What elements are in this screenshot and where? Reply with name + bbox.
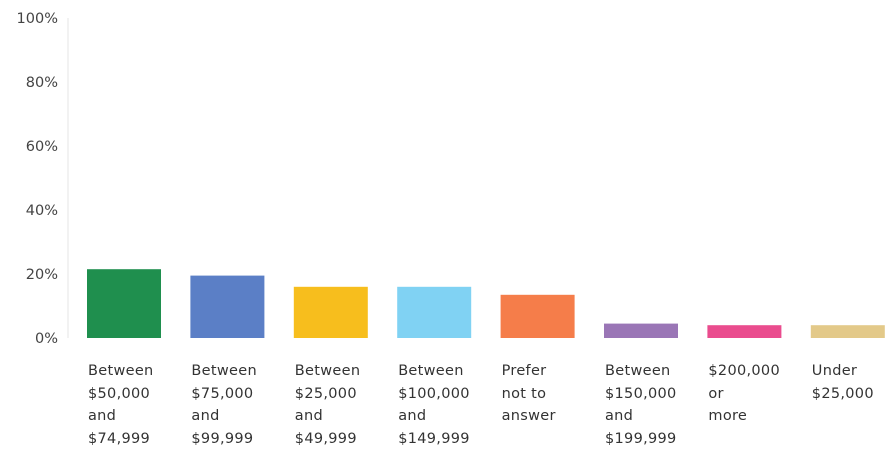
x-tick-label: Between $100,000 and $149,999 <box>398 360 484 450</box>
x-tick-label-line: $75,000 <box>191 385 254 402</box>
y-tick-label: 0% <box>35 331 58 347</box>
bar <box>397 286 472 338</box>
x-tick-label-line: $149,999 <box>398 430 470 447</box>
bar <box>604 323 678 338</box>
x-tick-label-line: more <box>708 408 748 424</box>
y-tick-label: 40% <box>26 203 58 219</box>
x-tick-label-line: Prefer <box>501 363 547 379</box>
y-tick-label: 80% <box>26 75 58 91</box>
bar <box>87 269 161 338</box>
y-tick-label: 100% <box>17 11 58 27</box>
x-tick-label-line: Between <box>605 363 671 379</box>
x-tick-label-line: $100,000 <box>398 385 470 402</box>
y-tick-label: 20% <box>26 267 58 283</box>
x-tick-label: $200,000 or more <box>708 360 794 428</box>
x-tick-label-line: $200,000 <box>708 363 780 379</box>
x-tick-label: Prefer not to answer <box>502 360 588 428</box>
x-tick-label-line: answer <box>501 408 556 424</box>
x-tick-label-line: Between <box>191 363 257 379</box>
x-tick-label-line: $25,000 <box>294 385 357 402</box>
y-tick-label: 60% <box>26 139 58 155</box>
x-tick-label-line: or <box>708 385 724 402</box>
bar <box>293 286 368 338</box>
x-tick-label-line: not to <box>501 385 547 402</box>
bar <box>810 325 885 338</box>
bar <box>500 294 575 338</box>
x-tick-label-line: and <box>605 408 634 424</box>
x-tick-label-line: Between <box>88 363 154 379</box>
x-tick-label: Between $75,000 and $99,999 <box>191 360 277 450</box>
y-axis: 0% 20% 40% 60% 80% 100% <box>17 11 58 347</box>
x-tick-label-line: and <box>294 408 323 424</box>
x-tick-label-line: $49,999 <box>294 430 357 447</box>
x-tick-label-line: $74,999 <box>88 430 151 447</box>
x-tick-label-line: Under <box>811 363 858 379</box>
x-tick-label-line: $25,000 <box>811 385 874 402</box>
x-tick-label-line: $199,999 <box>605 430 677 447</box>
bar <box>190 275 265 338</box>
x-tick-label-line: $99,999 <box>191 430 254 447</box>
x-tick-label-line: Between <box>294 363 361 379</box>
x-tick-label: Between $50,000 and $74,999 <box>88 360 174 450</box>
x-tick-label-line: and <box>191 408 220 424</box>
x-tick-label-line: Between <box>398 363 464 379</box>
bars <box>87 269 885 338</box>
x-tick-label-line: and <box>88 408 117 424</box>
x-tick-label: Between $150,000 and $199,999 <box>605 360 691 450</box>
x-tick-label-line: $150,000 <box>605 385 677 402</box>
x-tick-label: Between $25,000 and $49,999 <box>295 360 381 450</box>
x-tick-label-line: $50,000 <box>88 385 151 402</box>
x-tick-label: Under $25,000 <box>812 360 886 405</box>
x-tick-label-line: and <box>398 408 427 424</box>
bar <box>707 325 782 338</box>
